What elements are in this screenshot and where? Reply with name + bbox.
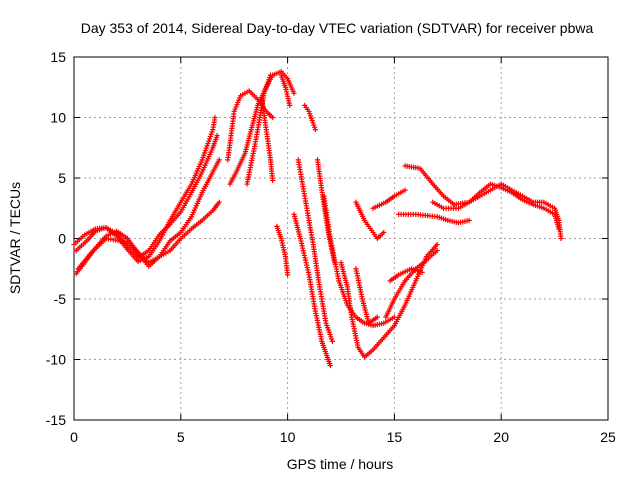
y-tick-label: -10 xyxy=(46,352,66,368)
series-track-l xyxy=(291,211,333,369)
data-point xyxy=(434,248,440,254)
series-track-t xyxy=(383,248,440,320)
y-tick-label: -5 xyxy=(54,291,67,307)
series-track-q xyxy=(353,266,380,326)
data-point xyxy=(466,217,472,223)
data-point xyxy=(287,102,293,108)
data-point xyxy=(556,226,562,232)
series-track-h xyxy=(259,96,276,184)
data-points xyxy=(71,68,564,369)
series-track-j xyxy=(302,102,318,133)
x-tick-label: 0 xyxy=(70,429,78,445)
series-track-d xyxy=(75,199,222,272)
data-point xyxy=(374,314,380,320)
x-tick-label: 20 xyxy=(493,429,509,445)
data-point xyxy=(267,72,274,78)
chart-title: Day 353 of 2014, Sidereal Day-to-day VTE… xyxy=(81,20,594,36)
data-point xyxy=(312,127,318,133)
data-point xyxy=(419,269,425,275)
grid xyxy=(74,57,608,420)
data-point xyxy=(285,272,291,278)
data-point xyxy=(381,229,387,236)
series-track-k xyxy=(274,223,291,278)
data-point xyxy=(216,157,222,163)
data-point xyxy=(402,187,408,193)
series-track-r xyxy=(353,199,387,242)
series-track-g xyxy=(244,72,274,187)
series-track-w xyxy=(402,163,564,242)
series-track-m xyxy=(295,157,336,344)
data-point xyxy=(212,114,218,121)
plot-frame xyxy=(73,56,609,421)
series-track-p xyxy=(338,241,440,360)
y-tick-label: -15 xyxy=(46,412,66,428)
data-point xyxy=(216,199,222,205)
data-point xyxy=(327,362,333,369)
data-point xyxy=(434,241,440,248)
series-track-a xyxy=(71,114,218,265)
series-track-x xyxy=(430,181,562,232)
x-axis-label: GPS time / hours xyxy=(287,456,394,472)
series-track-i xyxy=(278,72,293,108)
y-axis-label: SDTVAR / TECUs xyxy=(7,182,23,294)
data-point xyxy=(329,338,336,344)
y-tick-label: 0 xyxy=(58,231,66,247)
x-tick-label: 15 xyxy=(387,429,403,445)
series-track-s xyxy=(370,187,408,211)
x-tick-label: 10 xyxy=(280,429,296,445)
x-tick-label: 5 xyxy=(177,429,185,445)
data-point xyxy=(558,235,564,242)
data-point xyxy=(270,177,276,184)
series-track-f xyxy=(227,68,297,187)
y-tick-label: 5 xyxy=(58,170,66,186)
y-tick-label: 15 xyxy=(50,49,66,65)
y-tick-label: 10 xyxy=(50,110,66,126)
data-point xyxy=(270,114,276,121)
series-track-v xyxy=(396,211,472,226)
data-point xyxy=(291,90,297,96)
x-tick-label: 25 xyxy=(600,429,616,445)
data-point xyxy=(214,133,220,139)
series-track-u xyxy=(387,266,425,284)
